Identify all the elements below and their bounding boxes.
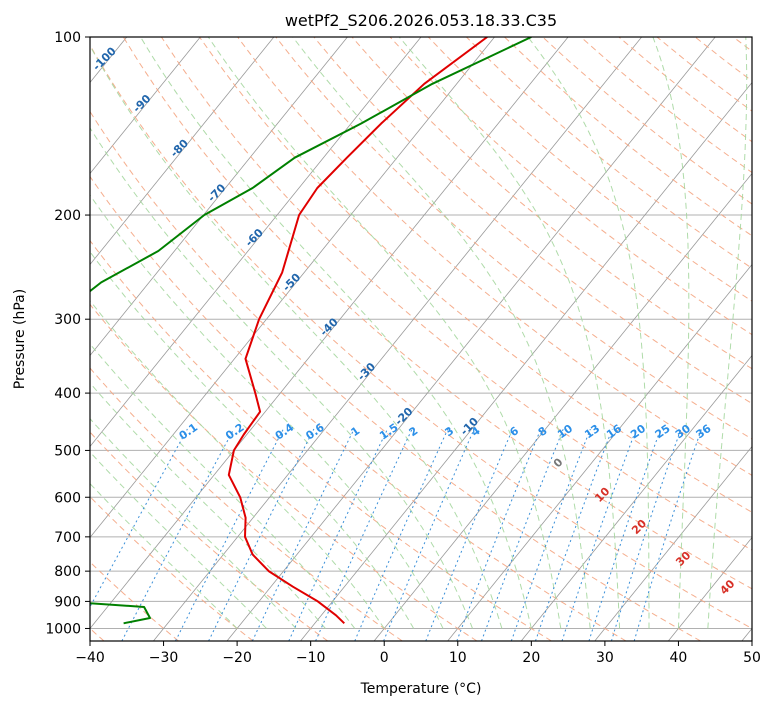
y-tick-label: 700 xyxy=(54,530,81,546)
temperature-profile-line xyxy=(227,37,488,625)
mixing-ratio-line xyxy=(588,428,662,641)
mixing-ratio-line xyxy=(383,428,475,641)
moist-adiabat-line xyxy=(90,482,238,629)
mixing-ratio-line xyxy=(610,428,682,641)
isotherm-line xyxy=(226,37,716,641)
x-tick-label: 10 xyxy=(449,650,467,666)
dry-adiabat-line xyxy=(275,37,752,440)
isotherm-line xyxy=(90,37,422,448)
mixing-ratio-line xyxy=(481,428,564,641)
x-tick-label: 50 xyxy=(743,650,761,666)
moist-adiabat-line xyxy=(707,37,748,629)
isotherm-line xyxy=(90,37,495,539)
moist-adiabat-line xyxy=(90,451,267,629)
dewpoint-profile-line xyxy=(90,37,532,625)
x-tick-label: −40 xyxy=(75,650,105,666)
y-tick-label: 900 xyxy=(54,594,81,610)
mixing-ratio-line xyxy=(354,428,449,641)
moist-adiabat-line xyxy=(90,382,326,629)
isotherm-line xyxy=(668,536,752,641)
dry-adiabat-line xyxy=(90,44,752,630)
y-tick-label: 800 xyxy=(54,564,81,580)
dry-adiabat-line xyxy=(90,367,403,641)
moist-adiabat-line xyxy=(527,37,650,629)
x-tick-label: 0 xyxy=(380,650,389,666)
dry-adiabat-line xyxy=(90,110,701,641)
moist-adiabat-line xyxy=(207,37,562,629)
mixing-ratio-line xyxy=(90,428,188,608)
mixing-ratio-line xyxy=(121,428,235,641)
dry-adiabat-line xyxy=(237,37,752,476)
isotherm-line xyxy=(90,37,201,175)
moist-adiabat-line xyxy=(398,37,621,629)
x-tick-label: −30 xyxy=(149,650,179,666)
dry-adiabat-line xyxy=(90,239,552,641)
isotherm-line xyxy=(447,263,752,641)
isotherm-line xyxy=(300,81,752,641)
moist-adiabat-line xyxy=(90,127,473,629)
moist-adiabat-line xyxy=(140,37,532,629)
mixing-ratio-line xyxy=(208,428,315,641)
moist-adiabat-line xyxy=(90,44,503,629)
y-tick-label: 1000 xyxy=(45,621,81,637)
x-axis-title: Temperature (°C) xyxy=(360,681,482,697)
mixing-ratio-line xyxy=(535,428,613,641)
dry-adiabat-line xyxy=(199,37,752,513)
moist-adiabat-line xyxy=(90,250,415,629)
dry-adiabat-line xyxy=(90,175,627,641)
x-tick-label: −10 xyxy=(296,650,326,666)
y-tick-label: 500 xyxy=(54,443,81,459)
y-tick-label: 200 xyxy=(54,208,81,224)
mixing-ratio-line xyxy=(633,428,702,641)
y-axis: 1000 900 800 700 600 500 400 300 200 100 xyxy=(45,30,90,637)
plot-area: -100-90-80-70-60-50-40-30-20 -100.1 0.2 0.4… xyxy=(90,37,752,641)
y-tick-label: 100 xyxy=(54,30,81,46)
dry-adiabat-line xyxy=(90,303,478,641)
isotherm-line xyxy=(520,354,752,641)
dry-adiabat-line xyxy=(90,561,179,641)
moist-adiabat-line xyxy=(292,37,591,629)
moist-adiabat-line xyxy=(652,37,690,629)
dry-adiabat-line xyxy=(427,37,752,302)
isotherm-line xyxy=(90,37,569,630)
plot-frame xyxy=(89,36,753,642)
y-tick-label: 600 xyxy=(54,490,81,506)
dry-adiabat-line xyxy=(90,431,328,641)
isotherm-line xyxy=(153,37,642,641)
mixing-ratio-line xyxy=(425,428,514,641)
x-tick-label: −20 xyxy=(222,650,252,666)
y-axis-title: Pressure (hPa) xyxy=(12,289,28,389)
mixing-ratio-line xyxy=(561,428,637,641)
moist-adiabat-line xyxy=(90,417,297,629)
x-tick-label: 20 xyxy=(522,650,540,666)
mixing-ratio-line xyxy=(175,428,284,641)
x-tick-label: 30 xyxy=(596,650,614,666)
dry-adiabat-line xyxy=(122,37,752,590)
moist-adiabat-line xyxy=(90,194,444,629)
moist-adiabat-line xyxy=(90,343,356,629)
isotherm-line xyxy=(373,172,752,641)
moist-adiabat-line xyxy=(90,299,385,629)
mixing-ratio-line xyxy=(456,428,542,641)
chart-title: wetPf2_S206.2026.053.18.33.C35 xyxy=(285,11,557,31)
mixing-ratio-line xyxy=(510,428,591,641)
isotherm-line xyxy=(594,445,752,641)
x-axis: −40 −30 −20 −10 0 10 20 30 40 50 xyxy=(75,641,761,666)
y-tick-label: 400 xyxy=(54,386,81,402)
y-tick-label: 300 xyxy=(54,312,81,328)
x-tick-label: 40 xyxy=(670,650,688,666)
dry-adiabat-line xyxy=(160,37,752,551)
isotherm-line xyxy=(90,37,348,357)
